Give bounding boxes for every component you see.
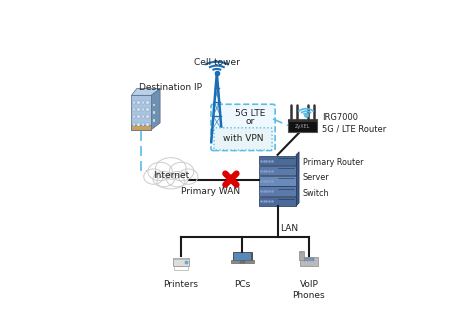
FancyBboxPatch shape xyxy=(300,257,318,266)
FancyBboxPatch shape xyxy=(234,253,251,260)
FancyBboxPatch shape xyxy=(311,263,313,264)
FancyBboxPatch shape xyxy=(308,263,310,264)
Polygon shape xyxy=(131,88,160,95)
FancyBboxPatch shape xyxy=(153,119,155,122)
Ellipse shape xyxy=(144,169,163,184)
FancyBboxPatch shape xyxy=(305,261,307,262)
FancyBboxPatch shape xyxy=(142,108,144,111)
Text: Primary Router: Primary Router xyxy=(303,158,363,167)
FancyBboxPatch shape xyxy=(311,264,313,265)
Text: 5G LTE: 5G LTE xyxy=(235,110,265,119)
Polygon shape xyxy=(296,152,299,206)
Text: Server: Server xyxy=(303,173,330,182)
FancyBboxPatch shape xyxy=(147,108,149,111)
FancyBboxPatch shape xyxy=(308,264,310,265)
Text: Destination IP: Destination IP xyxy=(139,83,202,92)
FancyBboxPatch shape xyxy=(305,263,307,264)
FancyBboxPatch shape xyxy=(142,123,144,126)
FancyBboxPatch shape xyxy=(239,261,245,263)
Ellipse shape xyxy=(166,172,188,187)
FancyBboxPatch shape xyxy=(311,261,313,262)
Text: with VPN: with VPN xyxy=(223,134,263,143)
Text: Printers: Printers xyxy=(164,280,199,289)
Text: Primary WAN: Primary WAN xyxy=(181,187,240,196)
FancyBboxPatch shape xyxy=(142,115,144,119)
Text: Internet: Internet xyxy=(153,171,189,180)
FancyBboxPatch shape xyxy=(288,120,317,122)
FancyBboxPatch shape xyxy=(147,101,149,104)
FancyBboxPatch shape xyxy=(137,115,140,119)
FancyBboxPatch shape xyxy=(133,108,135,111)
FancyBboxPatch shape xyxy=(137,123,140,126)
Text: LAN: LAN xyxy=(280,224,298,233)
FancyBboxPatch shape xyxy=(259,197,296,206)
Text: PCs: PCs xyxy=(234,280,251,289)
Ellipse shape xyxy=(148,162,172,181)
FancyBboxPatch shape xyxy=(175,266,188,270)
FancyBboxPatch shape xyxy=(142,101,144,104)
FancyBboxPatch shape xyxy=(131,125,151,130)
Ellipse shape xyxy=(153,172,175,187)
FancyBboxPatch shape xyxy=(133,115,135,119)
FancyBboxPatch shape xyxy=(133,101,135,104)
FancyBboxPatch shape xyxy=(304,258,315,261)
Text: ZyXEL: ZyXEL xyxy=(295,124,310,128)
Polygon shape xyxy=(299,251,304,260)
Text: or: or xyxy=(245,118,255,126)
Text: IRG7000
5G / LTE Router: IRG7000 5G / LTE Router xyxy=(322,113,386,133)
FancyBboxPatch shape xyxy=(153,111,155,114)
FancyBboxPatch shape xyxy=(133,123,135,126)
FancyBboxPatch shape xyxy=(288,119,317,132)
Ellipse shape xyxy=(156,158,186,179)
FancyBboxPatch shape xyxy=(147,115,149,119)
FancyBboxPatch shape xyxy=(233,252,252,261)
FancyBboxPatch shape xyxy=(259,166,296,175)
FancyBboxPatch shape xyxy=(305,264,307,265)
Text: Cell tower: Cell tower xyxy=(194,58,240,67)
FancyBboxPatch shape xyxy=(231,261,254,263)
Text: VoIP
Phones: VoIP Phones xyxy=(293,280,325,299)
FancyBboxPatch shape xyxy=(259,156,296,165)
FancyBboxPatch shape xyxy=(308,261,310,262)
FancyBboxPatch shape xyxy=(211,104,275,150)
FancyBboxPatch shape xyxy=(173,258,189,266)
FancyBboxPatch shape xyxy=(153,104,155,106)
FancyBboxPatch shape xyxy=(147,123,149,126)
FancyBboxPatch shape xyxy=(131,95,151,130)
FancyBboxPatch shape xyxy=(174,258,188,259)
FancyBboxPatch shape xyxy=(259,187,296,196)
Polygon shape xyxy=(151,88,160,130)
FancyBboxPatch shape xyxy=(137,101,140,104)
Ellipse shape xyxy=(300,251,303,253)
Ellipse shape xyxy=(178,169,198,184)
Ellipse shape xyxy=(157,175,185,189)
Text: Switch: Switch xyxy=(303,189,329,198)
Ellipse shape xyxy=(169,162,194,181)
FancyBboxPatch shape xyxy=(259,176,296,186)
FancyBboxPatch shape xyxy=(214,128,272,150)
FancyBboxPatch shape xyxy=(137,108,140,111)
